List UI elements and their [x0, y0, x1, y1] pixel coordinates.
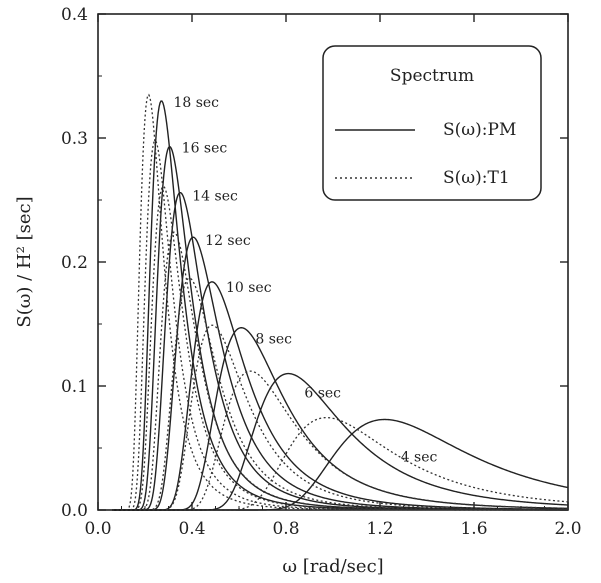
x-tick-label: 0.0 — [84, 519, 111, 539]
curve-label-6-sec: 6 sec — [304, 386, 341, 402]
curves-group — [112, 93, 569, 511]
curve-label-18-sec: 18 sec — [173, 95, 219, 111]
t1-curve-10-sec — [112, 277, 569, 511]
curve-label-8-sec: 8 sec — [255, 332, 292, 348]
y-tick-label: 0.4 — [61, 5, 88, 25]
y-axis-title: S(ω) / H² [sec] — [14, 196, 35, 327]
t1-curve-4-sec — [112, 416, 569, 511]
pm-curve-8-sec — [112, 327, 569, 511]
x-axis-title: ω [rad/sec] — [282, 556, 383, 577]
legend-entry-pm: S(ω):PM — [443, 120, 516, 140]
y-tick-label: 0.1 — [61, 377, 88, 397]
legend-title: Spectrum — [390, 66, 474, 86]
x-tick-label: 0.8 — [272, 519, 299, 539]
x-tick-label: 2.0 — [554, 519, 581, 539]
x-tick-label: 1.6 — [460, 519, 487, 539]
pm-curve-16-sec — [112, 145, 569, 511]
curve-label-10-sec: 10 sec — [226, 280, 272, 296]
legend-box — [322, 45, 542, 201]
legend: Spectrum S(ω):PM S(ω):T1 — [322, 45, 542, 201]
curve-label-16-sec: 16 sec — [182, 141, 228, 157]
legend-entry-t1: S(ω):T1 — [443, 168, 510, 188]
curve-label-12-sec: 12 sec — [205, 233, 251, 249]
pm-curve-4-sec — [112, 418, 569, 511]
y-tick-label: 0.0 — [61, 501, 88, 521]
curve-label-14-sec: 14 sec — [192, 189, 238, 205]
curve-label-4-sec: 4 sec — [401, 449, 438, 465]
t1-curve-6-sec — [112, 370, 569, 511]
y-tick-label: 0.3 — [61, 129, 88, 149]
curve-labels-group: 18 sec 16 sec 14 sec 12 sec 10 sec 8 sec 6 sec… — [173, 95, 437, 466]
x-tick-label: 1.2 — [366, 519, 393, 539]
t1-curve-14-sec — [112, 185, 568, 511]
x-tick-label: 0.4 — [178, 519, 205, 539]
y-tick-label: 0.2 — [61, 253, 88, 273]
